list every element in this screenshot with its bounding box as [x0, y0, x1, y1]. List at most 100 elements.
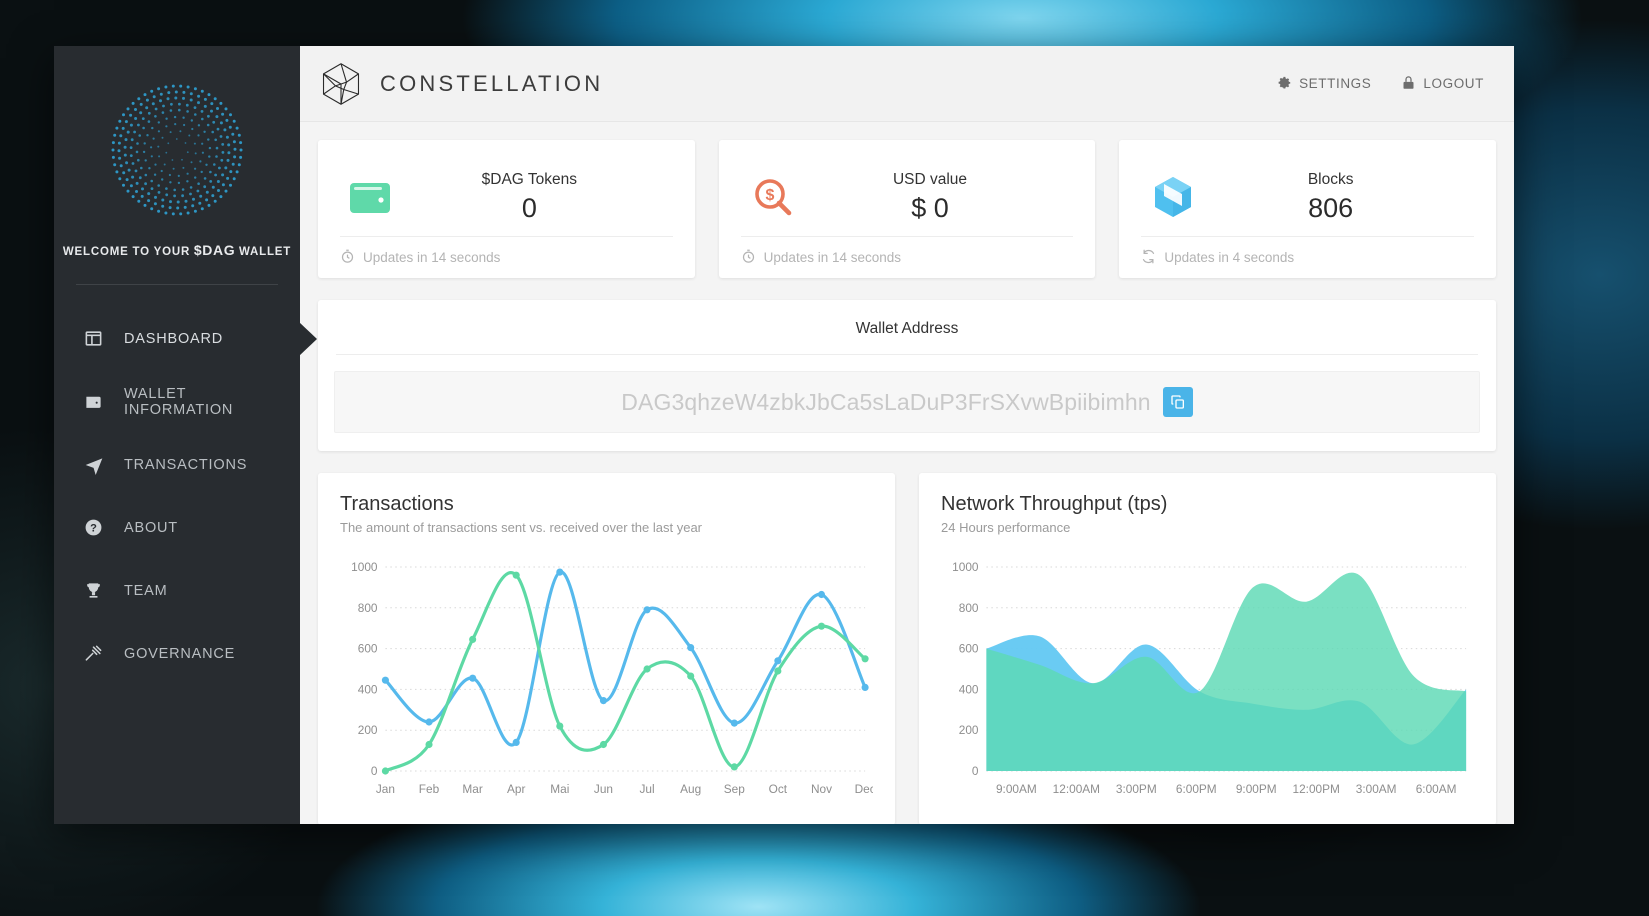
stat-footer: Updates in 14 seconds [740, 236, 1074, 278]
constellation-hex-logo-icon [322, 62, 360, 105]
svg-text:800: 800 [959, 601, 979, 615]
sidebar-item-about[interactable]: ? ABOUT [54, 496, 300, 559]
dashboard-icon [84, 329, 114, 348]
stat-top: $ USD value $ 0 [741, 158, 1074, 236]
svg-text:12:00AM: 12:00AM [1053, 782, 1100, 796]
stats-row: $DAG Tokens 0 Updates in 14 seconds [318, 140, 1497, 278]
sidebar-item-team[interactable]: TEAM [54, 559, 300, 622]
sidebar-item-governance[interactable]: GOVERNANCE [54, 622, 300, 685]
svg-text:Aug: Aug [680, 782, 701, 796]
wallet-icon [84, 392, 114, 411]
stat-card-dag-tokens: $DAG Tokens 0 Updates in 14 seconds [318, 140, 695, 278]
svg-text:6:00AM: 6:00AM [1416, 782, 1457, 796]
sidebar-divider [76, 284, 278, 285]
settings-label: SETTINGS [1299, 76, 1372, 91]
clock-icon [340, 249, 355, 267]
svg-text:600: 600 [358, 642, 378, 656]
trophy-icon [84, 581, 114, 600]
stat-label: $DAG Tokens [481, 170, 578, 188]
svg-text:Dec: Dec [855, 782, 873, 796]
svg-text:400: 400 [959, 682, 979, 696]
chart-title: Transactions [340, 493, 454, 515]
sidebar-logo [54, 80, 300, 220]
svg-text:Sep: Sep [724, 782, 745, 796]
wallet-address-box: DAG3qhzeW4zbkJbCa5sLaDuP3FrSXvwBpiibimhn [334, 371, 1480, 433]
brand-name: CONSTELLATION [380, 70, 604, 96]
svg-text:Oct: Oct [769, 782, 788, 796]
copy-address-button[interactable] [1162, 387, 1193, 417]
sidebar-item-label: GOVERNANCE [124, 645, 236, 662]
svg-text:9:00AM: 9:00AM [996, 782, 1037, 796]
sidebar-item-wallet-information[interactable]: WALLET INFORMATION [54, 370, 300, 433]
stat-footer-label: Updates in 14 seconds [363, 250, 501, 265]
svg-text:0: 0 [972, 764, 979, 778]
sidebar: WELCOME TO YOUR $DAG WALLET DASHBOARD [54, 46, 300, 824]
svg-text:200: 200 [358, 723, 378, 737]
sidebar-item-label: TRANSACTIONS [124, 456, 248, 473]
transactions-chart-card: Transactions The amount of transactions … [318, 473, 895, 824]
svg-text:Mar: Mar [462, 782, 482, 796]
sidebar-item-label: DASHBOARD [124, 330, 224, 347]
sidebar-item-dashboard[interactable]: DASHBOARD [54, 307, 300, 370]
sidebar-item-label: WALLET INFORMATION [123, 385, 234, 418]
svg-text:Jan: Jan [376, 782, 395, 796]
gavel-icon [84, 644, 114, 663]
svg-text:400: 400 [358, 682, 378, 696]
stat-value: 0 [521, 192, 537, 223]
top-bar: CONSTELLATION SETTINGS [300, 46, 1514, 122]
wallet-address-title: Wallet Address [855, 320, 959, 337]
stat-text: $DAG Tokens 0 [404, 171, 673, 224]
svg-text:1000: 1000 [952, 560, 979, 574]
svg-text:9:00PM: 9:00PM [1236, 782, 1277, 796]
stat-card-usd-value: $ USD value $ 0 [718, 140, 1096, 278]
question-circle-icon: ? [84, 518, 114, 537]
throughput-chart-card: Network Throughput (tps) 24 Hours perfor… [919, 473, 1496, 824]
logout-button[interactable]: LOGOUT [1401, 74, 1484, 94]
stat-value: 806 [1308, 192, 1354, 223]
stat-footer-label: Updates in 4 seconds [1164, 250, 1295, 265]
svg-text:Jun: Jun [594, 782, 613, 796]
svg-text:?: ? [90, 522, 97, 534]
svg-text:$: $ [765, 187, 774, 204]
wallet-icon [340, 179, 404, 215]
svg-text:1000: 1000 [351, 560, 378, 574]
stat-value: $ 0 [911, 192, 949, 223]
wallet-app-window: WELCOME TO YOUR $DAG WALLET DASHBOARD [54, 46, 1514, 824]
sidebar-item-label: ABOUT [124, 519, 178, 536]
settings-button[interactable]: SETTINGS [1275, 74, 1371, 94]
main-area: CONSTELLATION SETTINGS [300, 46, 1514, 824]
transactions-plot: 0 200 400 600 800 1000 Jan Feb Mar Apr Mai Jun Jul Au… [340, 553, 873, 801]
area-chart-svg: 0 200 400 600 800 1000 9:00AM 12:00AM 3:00PM 6:00… [952, 560, 1467, 796]
svg-text:0: 0 [371, 764, 378, 778]
stat-footer-label: Updates in 14 seconds [763, 250, 902, 265]
dollar-search-icon: $ [741, 177, 805, 217]
sidebar-item-label: TEAM [124, 582, 168, 599]
chart-subtitle: The amount of transactions sent vs. rece… [340, 520, 703, 535]
wallet-address-card: Wallet Address DAG3qhzeW4zbkJbCa5sLaDuP3… [318, 300, 1496, 451]
svg-text:6:00PM: 6:00PM [1176, 782, 1217, 796]
throughput-plot: 0 200 400 600 800 1000 9:00AM 12:00AM 3:00PM 6:00… [941, 553, 1474, 801]
clock-icon [741, 249, 756, 267]
refresh-icon [1141, 249, 1156, 267]
brand: CONSTELLATION [318, 61, 603, 107]
svg-text:Nov: Nov [811, 782, 832, 796]
welcome-text: WELCOME TO YOUR $DAG WALLET [54, 242, 300, 258]
stat-footer: Updates in 14 seconds [340, 236, 673, 278]
gear-icon [1275, 74, 1292, 94]
constellation-dots-logo-icon [111, 84, 243, 216]
stat-text: USD value $ 0 [805, 171, 1074, 224]
svg-text:Apr: Apr [507, 782, 525, 796]
stat-label: Blocks [1307, 170, 1354, 188]
topbar-actions: SETTINGS LOGOUT [1275, 74, 1484, 94]
stat-top: Blocks 806 [1141, 158, 1474, 236]
chart-title: Network Throughput (tps) [941, 493, 1168, 515]
svg-text:600: 600 [959, 642, 979, 656]
lock-icon [1401, 74, 1416, 94]
chart-subtitle: 24 Hours performance [941, 520, 1071, 535]
sidebar-item-transactions[interactable]: TRANSACTIONS [54, 433, 300, 496]
wallet-divider [336, 354, 1478, 355]
copy-icon [1171, 395, 1184, 409]
stat-top: $DAG Tokens 0 [340, 158, 673, 236]
content: $DAG Tokens 0 Updates in 14 seconds [300, 122, 1514, 824]
stat-card-blocks: Blocks 806 Updates in 4 seconds [1119, 140, 1497, 278]
